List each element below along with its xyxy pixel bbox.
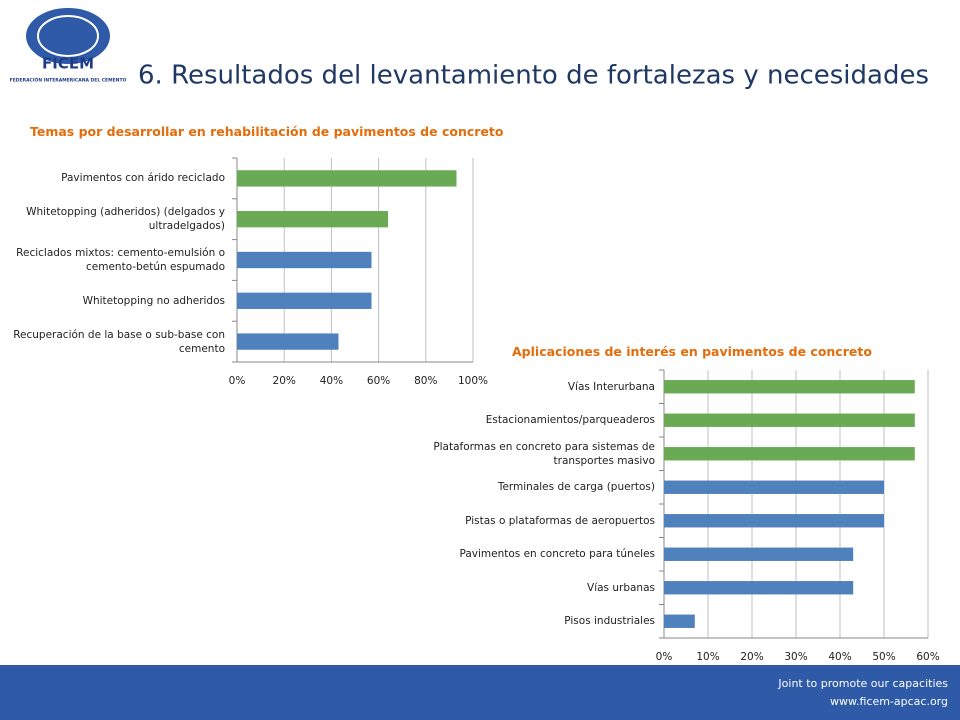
category-label: Pistas o plataformas de aeropuertos: [465, 514, 655, 527]
x-tick-label: 50%: [872, 651, 895, 663]
bar: [237, 170, 457, 187]
x-tick-label: 40%: [320, 375, 343, 387]
bar: [237, 251, 372, 269]
bar: [664, 581, 854, 595]
x-tick-label: 20%: [740, 651, 763, 663]
bar: [237, 333, 339, 350]
category-label: Pavimentos en concreto para túneles: [459, 548, 655, 561]
logo-name: FICEM: [42, 55, 94, 73]
bar: [664, 614, 695, 628]
category-label: Pavimentos con árido reciclado: [61, 172, 225, 185]
slide-title: 6. Resultados del levantamiento de forta…: [138, 61, 929, 91]
chart-title: Temas por desarrollar en rehabilitación …: [30, 124, 504, 139]
bar: [664, 447, 915, 461]
category-label: Estacionamientos/parqueaderos: [485, 414, 655, 427]
category-label: Pisos industriales: [564, 615, 655, 628]
bar: [664, 480, 884, 494]
bar: [664, 380, 915, 394]
category-label: Whitetopping no adheridos: [82, 294, 225, 307]
chart-title: Aplicaciones de interés en pavimentos de…: [512, 344, 872, 359]
x-tick-label: 0%: [229, 375, 246, 387]
x-tick-label: 100%: [458, 375, 488, 387]
bar: [237, 211, 389, 228]
x-tick-label: 80%: [414, 375, 437, 387]
x-tick-label: 40%: [828, 651, 851, 663]
x-tick-label: 60%: [367, 375, 390, 387]
x-tick-label: 10%: [696, 651, 719, 663]
bar: [664, 547, 854, 561]
x-tick-label: 20%: [273, 375, 296, 387]
logo-subtitle: FEDERACIÓN INTERAMERICANA DEL CEMENTO: [10, 77, 127, 84]
x-tick-label: 0%: [656, 651, 673, 663]
bar: [664, 514, 884, 528]
category-label: Plataformas en concreto para sistemas de…: [433, 440, 655, 467]
footer-bar: [0, 665, 960, 720]
footer-tagline: Joint to promote our capacities: [777, 677, 948, 690]
logo-orbit: [37, 15, 99, 57]
category-label: Terminales de carga (puertos): [497, 481, 655, 494]
bar: [664, 413, 915, 427]
x-tick-label: 30%: [784, 651, 807, 663]
footer-url: www.ficem-apcac.org: [830, 695, 948, 708]
category-label: Whitetopping (adheridos) (delgados y ult…: [26, 206, 225, 233]
category-label: Reciclados mixtos: cemento-emulsión o ce…: [16, 246, 225, 273]
category-label: Vías Interurbana: [567, 380, 655, 393]
category-label: Recuperación de la base o sub-base con c…: [13, 328, 225, 355]
category-label: Vías urbanas: [587, 581, 655, 594]
x-tick-label: 60%: [916, 651, 939, 663]
bar: [237, 292, 372, 309]
